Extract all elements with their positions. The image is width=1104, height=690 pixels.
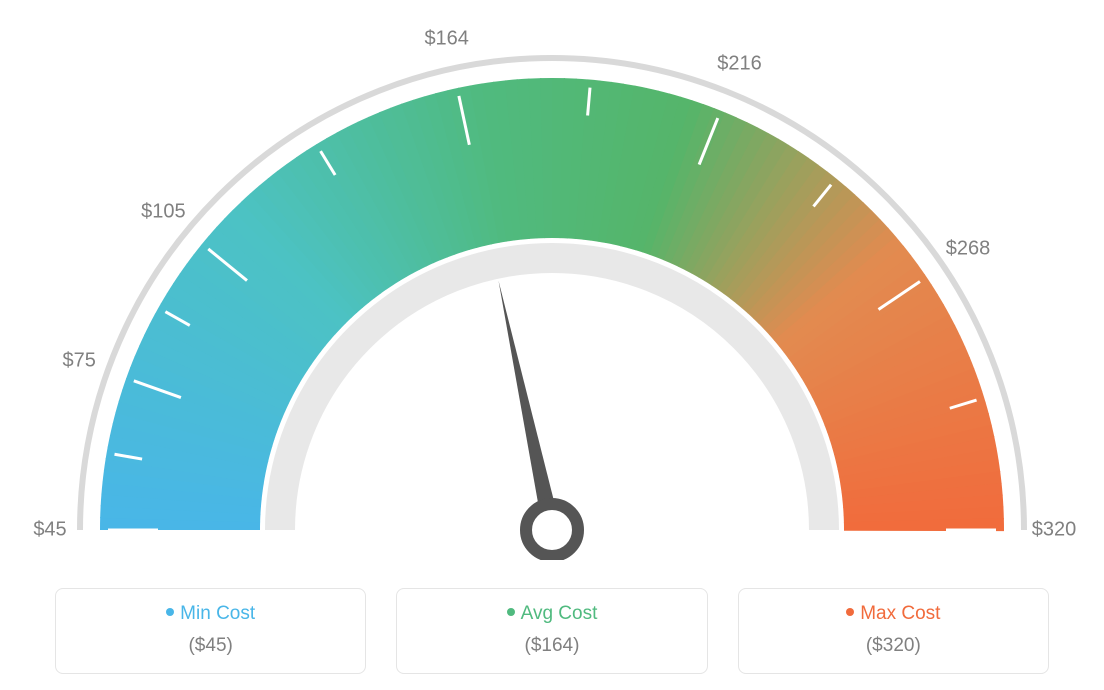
legend-avg-label: Avg Cost: [521, 603, 598, 624]
gauge-chart: $45 $75 $105 $164 $216 $268 $320: [0, 0, 1104, 560]
legend-card-max: Max Cost ($320): [738, 588, 1049, 674]
legend-max-dot: [846, 608, 854, 616]
gauge-tick-label: $268: [946, 238, 991, 261]
legend-min-value: ($45): [66, 635, 355, 657]
legend-max-title: Max Cost: [749, 603, 1038, 625]
legend-max-label: Max Cost: [860, 603, 940, 624]
legend-min-label: Min Cost: [180, 603, 255, 624]
legend-card-min: Min Cost ($45): [55, 588, 366, 674]
legend-min-dot: [166, 608, 174, 616]
gauge-tick-label: $45: [33, 519, 66, 542]
gauge-tick-label: $164: [424, 28, 469, 51]
legend-avg-dot: [507, 608, 515, 616]
gauge-svg: [0, 0, 1104, 560]
legend-avg-value: ($164): [407, 635, 696, 657]
gauge-tick-label: $105: [141, 201, 186, 224]
gauge-tick-label: $320: [1032, 519, 1077, 542]
legend-avg-title: Avg Cost: [407, 603, 696, 625]
legend-max-value: ($320): [749, 635, 1038, 657]
gauge-tick-label: $216: [717, 53, 762, 76]
legend-row: Min Cost ($45) Avg Cost ($164) Max Cost …: [55, 588, 1049, 674]
legend-card-avg: Avg Cost ($164): [396, 588, 707, 674]
gauge-tick-label: $75: [63, 350, 96, 373]
legend-min-title: Min Cost: [66, 603, 355, 625]
